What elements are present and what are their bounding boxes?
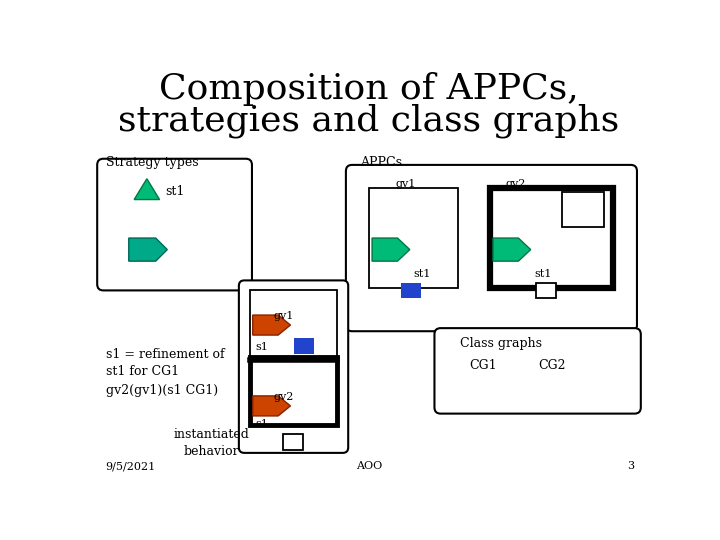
Bar: [490, 188, 613, 288]
Text: gv2: gv2: [505, 179, 526, 189]
Text: st1: st1: [166, 185, 185, 198]
Polygon shape: [134, 179, 160, 200]
Polygon shape: [493, 238, 531, 261]
Text: s1 = refinement of
st1 for CG1: s1 = refinement of st1 for CG1: [106, 348, 225, 378]
Text: APPCs: APPCs: [360, 156, 402, 168]
FancyBboxPatch shape: [239, 280, 348, 453]
Text: 3: 3: [628, 461, 634, 471]
Polygon shape: [253, 315, 290, 335]
Text: instantiated
behavior: instantiated behavior: [174, 428, 249, 458]
Text: gv2: gv2: [274, 392, 294, 402]
Text: st1: st1: [534, 269, 552, 279]
Bar: [294, 338, 315, 354]
Text: s1: s1: [255, 419, 268, 429]
Bar: [536, 283, 556, 298]
Bar: [369, 188, 457, 288]
Text: gv2(gv1)(s1 CG1): gv2(gv1)(s1 CG1): [106, 384, 217, 397]
Text: gv1: gv1: [274, 311, 294, 321]
Text: st1: st1: [414, 269, 431, 279]
Bar: [562, 192, 604, 226]
Text: Strategy types: Strategy types: [106, 156, 198, 168]
Bar: [250, 289, 338, 357]
Text: s1: s1: [255, 342, 268, 352]
FancyBboxPatch shape: [97, 159, 252, 291]
Text: CG2: CG2: [539, 359, 566, 372]
Polygon shape: [253, 396, 290, 416]
Text: CG1: CG1: [469, 359, 497, 372]
Text: AOO: AOO: [356, 461, 382, 471]
Text: Class graphs: Class graphs: [460, 336, 542, 349]
Text: 9/5/2021: 9/5/2021: [106, 461, 156, 471]
Polygon shape: [372, 238, 410, 261]
Polygon shape: [129, 238, 167, 261]
Bar: [401, 283, 421, 298]
Text: strategies and class graphs: strategies and class graphs: [118, 103, 620, 138]
Text: gv1: gv1: [396, 179, 416, 189]
Bar: [283, 434, 303, 450]
FancyBboxPatch shape: [434, 328, 641, 414]
Bar: [250, 357, 338, 425]
Text: Composition of APPCs,: Composition of APPCs,: [159, 72, 579, 106]
FancyBboxPatch shape: [346, 165, 637, 331]
